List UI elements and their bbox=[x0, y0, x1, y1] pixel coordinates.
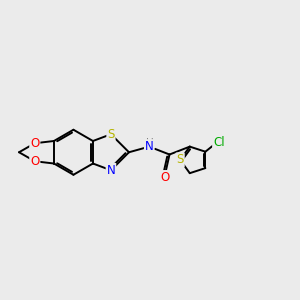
Text: O: O bbox=[30, 155, 39, 168]
Text: N: N bbox=[106, 164, 115, 177]
Text: S: S bbox=[107, 128, 115, 141]
Text: H: H bbox=[146, 138, 154, 148]
Text: O: O bbox=[160, 171, 169, 184]
Text: S: S bbox=[176, 153, 184, 167]
Text: N: N bbox=[145, 140, 154, 153]
Text: Cl: Cl bbox=[213, 136, 225, 149]
Text: O: O bbox=[30, 137, 39, 150]
